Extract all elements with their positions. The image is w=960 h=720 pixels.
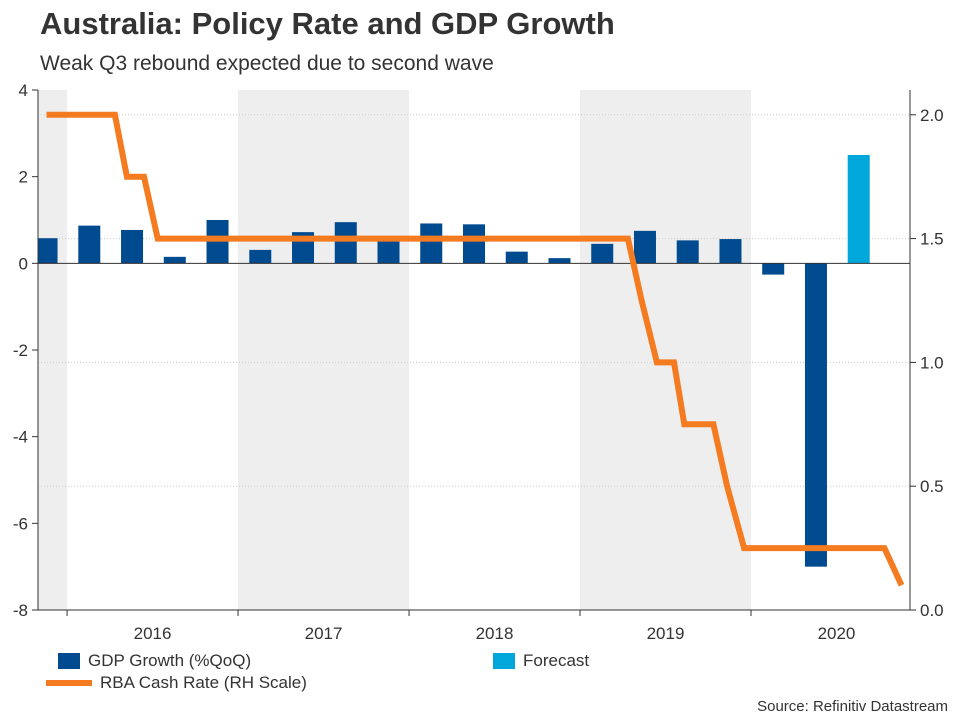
x-axis-label-2019: 2019 [647,624,685,643]
cash-rate-line [46,111,905,587]
gdp-bar-17 [762,263,785,275]
x-axis-label-2018: 2018 [476,624,514,643]
gdp-bar-11 [505,251,528,264]
gdp-bar-7 [334,222,357,264]
forecast-bar-0 [847,155,870,264]
left-axis-label-4: 0 [19,254,28,273]
right-axis-label-4: 2.0 [920,106,944,125]
shaded-band-1 [238,90,410,610]
left-axis-label-3: -2 [13,341,28,360]
left-axis-label-5: 2 [19,168,28,187]
legend-cash-rate-swatch [46,680,92,686]
right-axis-label-3: 1.5 [920,230,944,249]
x-axis-label-2016: 2016 [134,624,172,643]
gdp-bar-15 [676,240,699,264]
gdp-bar-5 [249,249,272,264]
left-axis-label-0: -8 [13,601,28,620]
legend-forecast-swatch [493,653,515,669]
right-axis-label-1: 0.5 [920,477,944,496]
right-axis-label-0: 0.0 [920,601,944,620]
left-axis-labels: -8 -6 -4 -2 0 2 4 [13,81,28,620]
gdp-bar-1 [78,225,101,264]
gdp-bar-18 [804,263,827,567]
left-axis-label-6: 4 [19,81,28,100]
right-axis-labels: 0.0 0.5 1.0 1.5 2.0 [920,106,944,620]
gdp-bars [38,155,870,567]
legend-forecast-label: Forecast [523,651,590,670]
x-axis-label-2020: 2020 [818,624,856,643]
shaded-band-2 [580,90,751,610]
gdp-bar-10 [463,224,485,264]
gdp-bar-8 [377,239,400,264]
shaded-band-0 [38,90,68,610]
chart-title: Australia: Policy Rate and GDP Growth [40,6,615,41]
legend-gdp-swatch [58,653,80,669]
chart-subtitle: Weak Q3 rebound expected due to second w… [40,52,494,75]
shaded-year-bands [38,90,751,610]
legend-gdp-label: GDP Growth (%QoQ) [88,651,252,670]
gdp-bar-16 [719,239,742,264]
gdp-bar-14 [633,230,656,264]
x-axis-labels: 2016 2017 2018 2019 2020 [134,624,856,643]
axes [32,89,916,616]
gdp-bar-2 [121,229,144,264]
cash-rate-polyline [46,111,905,587]
gdp-bar-12 [548,258,571,264]
gridlines [38,114,910,487]
gdp-bar-0 [38,238,58,264]
x-axis-label-2017: 2017 [305,624,343,643]
left-axis-label-2: -4 [13,428,28,447]
right-axis-label-2: 1.0 [920,353,944,372]
gdp-bar-9 [420,223,443,264]
source-note: Source: Refinitiv Datastream [757,698,948,715]
left-axis-label-1: -6 [13,514,28,533]
gdp-bar-3 [163,256,186,264]
gdp-bar-13 [591,243,614,264]
gdp-bar-4 [206,220,229,264]
legend-cash-rate-label: RBA Cash Rate (RH Scale) [100,673,307,692]
